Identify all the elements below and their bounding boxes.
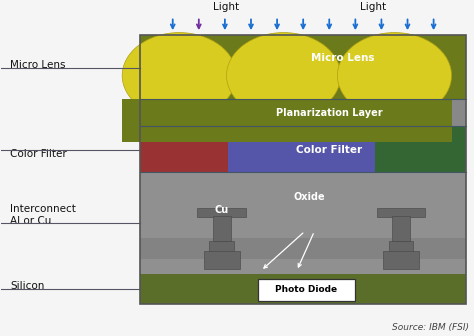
Text: Color Filter: Color Filter: [296, 145, 362, 155]
Bar: [140, 172, 466, 274]
Bar: [228, 126, 375, 172]
Bar: [375, 126, 466, 172]
Text: Light: Light: [360, 2, 386, 12]
Bar: [140, 238, 466, 259]
Bar: [140, 35, 466, 99]
Bar: [140, 35, 466, 304]
Text: Light: Light: [213, 2, 239, 12]
Text: Cu: Cu: [215, 205, 229, 215]
Bar: [122, 99, 237, 142]
Bar: [209, 241, 234, 252]
Text: Micro Lens: Micro Lens: [310, 53, 374, 63]
Bar: [257, 279, 356, 301]
Bar: [337, 99, 452, 142]
Bar: [140, 274, 466, 304]
Text: Planarization Layer: Planarization Layer: [276, 108, 383, 118]
Text: Interconnect
Al or Cu: Interconnect Al or Cu: [10, 204, 76, 225]
Bar: [392, 216, 410, 242]
Bar: [140, 126, 228, 172]
Bar: [204, 251, 239, 269]
Ellipse shape: [122, 33, 237, 119]
Bar: [383, 251, 419, 269]
Bar: [389, 241, 413, 252]
Bar: [212, 216, 231, 242]
Bar: [140, 126, 466, 172]
Bar: [140, 99, 466, 126]
Text: Silicon: Silicon: [10, 282, 45, 291]
Text: Micro Lens: Micro Lens: [10, 60, 65, 70]
Bar: [376, 208, 426, 217]
Text: Photo Diode: Photo Diode: [275, 285, 337, 294]
Text: Oxide: Oxide: [294, 192, 326, 202]
Text: Source: IBM (FSI): Source: IBM (FSI): [392, 323, 469, 332]
Ellipse shape: [337, 33, 452, 119]
Text: Color Filter: Color Filter: [10, 149, 67, 159]
Bar: [227, 99, 341, 142]
Bar: [197, 208, 246, 217]
Ellipse shape: [227, 33, 341, 119]
